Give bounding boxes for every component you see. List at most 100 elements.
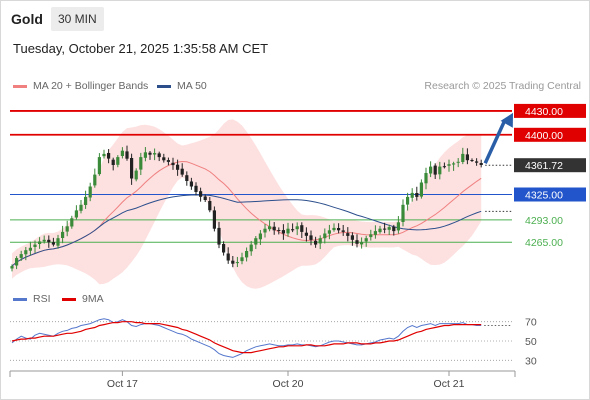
- candle: [355, 234, 359, 248]
- candle: [65, 220, 69, 237]
- candle-body: [203, 196, 207, 200]
- candle: [479, 159, 483, 168]
- candle: [38, 237, 42, 249]
- candle-body: [323, 233, 327, 239]
- candle: [171, 157, 175, 170]
- candle-body: [249, 244, 253, 252]
- candle-body: [350, 235, 354, 240]
- candle: [120, 147, 124, 159]
- candle-body: [148, 152, 152, 155]
- candle-body: [465, 154, 469, 161]
- candle-body: [461, 153, 465, 162]
- candle: [318, 235, 322, 250]
- candle: [323, 228, 327, 244]
- level-label-4325.00: 4325.00: [525, 190, 563, 202]
- candle: [258, 230, 262, 245]
- ma50-line: [11, 194, 482, 267]
- candle-body: [134, 170, 138, 180]
- candle-body: [387, 227, 391, 230]
- candle: [346, 227, 350, 242]
- candle: [277, 227, 281, 235]
- candle-body: [120, 150, 124, 156]
- candle: [254, 236, 258, 250]
- candle: [107, 149, 111, 164]
- candle: [442, 162, 446, 169]
- candle: [268, 220, 272, 232]
- candle: [465, 148, 469, 165]
- candle-body: [47, 239, 51, 243]
- candle-body: [378, 228, 382, 233]
- candle-body: [392, 226, 396, 232]
- bollinger-band: [12, 119, 482, 289]
- candle-body: [277, 230, 281, 231]
- x-tick-label: Oct 21: [434, 378, 465, 390]
- candle: [143, 147, 147, 162]
- candle: [392, 224, 396, 236]
- candle-body: [364, 238, 368, 242]
- candle-body: [442, 166, 446, 168]
- candle: [28, 241, 32, 256]
- candle: [410, 188, 414, 202]
- candle: [116, 155, 120, 168]
- x-tick-label: Oct 17: [107, 378, 138, 390]
- candle: [332, 223, 336, 232]
- rsi-tick-label: 50: [525, 336, 537, 348]
- candle: [470, 158, 474, 162]
- candle: [166, 157, 170, 166]
- candle-body: [410, 192, 414, 198]
- rsi-tick-label: 30: [525, 355, 537, 367]
- candle-body: [65, 226, 69, 232]
- candle: [125, 145, 129, 161]
- candle: [429, 161, 433, 178]
- candle: [461, 147, 465, 165]
- candle-body: [171, 162, 175, 166]
- candle: [157, 151, 161, 162]
- candle-body: [240, 257, 244, 262]
- candle-body: [258, 233, 262, 240]
- candle-body: [162, 157, 166, 161]
- candle: [93, 168, 97, 188]
- candle-body: [107, 153, 111, 159]
- candle: [360, 237, 364, 249]
- candle-body: [61, 231, 65, 238]
- candle: [447, 159, 451, 172]
- candle: [70, 215, 74, 229]
- candle-body: [369, 234, 373, 238]
- legend-ma50-label: MA 50: [177, 80, 207, 92]
- candle: [304, 227, 308, 242]
- candle: [369, 229, 373, 241]
- legend-rsi-label: RSI: [33, 293, 51, 305]
- candle: [475, 158, 479, 166]
- candle-body: [217, 227, 221, 245]
- candle: [245, 247, 249, 262]
- candle: [341, 224, 345, 236]
- candle-body: [189, 181, 193, 187]
- candle-body: [438, 166, 442, 175]
- candle: [415, 186, 419, 201]
- candle: [42, 235, 46, 244]
- candle: [235, 256, 239, 268]
- candle-body: [314, 240, 318, 245]
- candle-body: [70, 218, 74, 227]
- candle: [61, 225, 65, 244]
- candle-body: [452, 163, 456, 165]
- candle-body: [479, 163, 483, 165]
- rsi-tick-label: 70: [525, 317, 537, 329]
- candle: [300, 222, 304, 239]
- timeframe-button[interactable]: 30 MIN: [51, 7, 104, 31]
- level-tag-4325.00: [514, 187, 586, 202]
- candle-body: [281, 230, 285, 234]
- candle-body: [157, 153, 161, 158]
- candle-body: [295, 226, 299, 230]
- candle-body: [125, 151, 129, 159]
- projection-arrow-shaft: [483, 119, 507, 164]
- candle: [295, 222, 299, 236]
- candle-body: [199, 191, 203, 197]
- candle-body: [102, 153, 106, 157]
- candle: [84, 190, 88, 209]
- candle: [337, 223, 341, 234]
- candle-body: [97, 157, 101, 175]
- legend-ma20: MA 20 + Bollinger Bands: [13, 80, 148, 92]
- candle: [24, 246, 28, 261]
